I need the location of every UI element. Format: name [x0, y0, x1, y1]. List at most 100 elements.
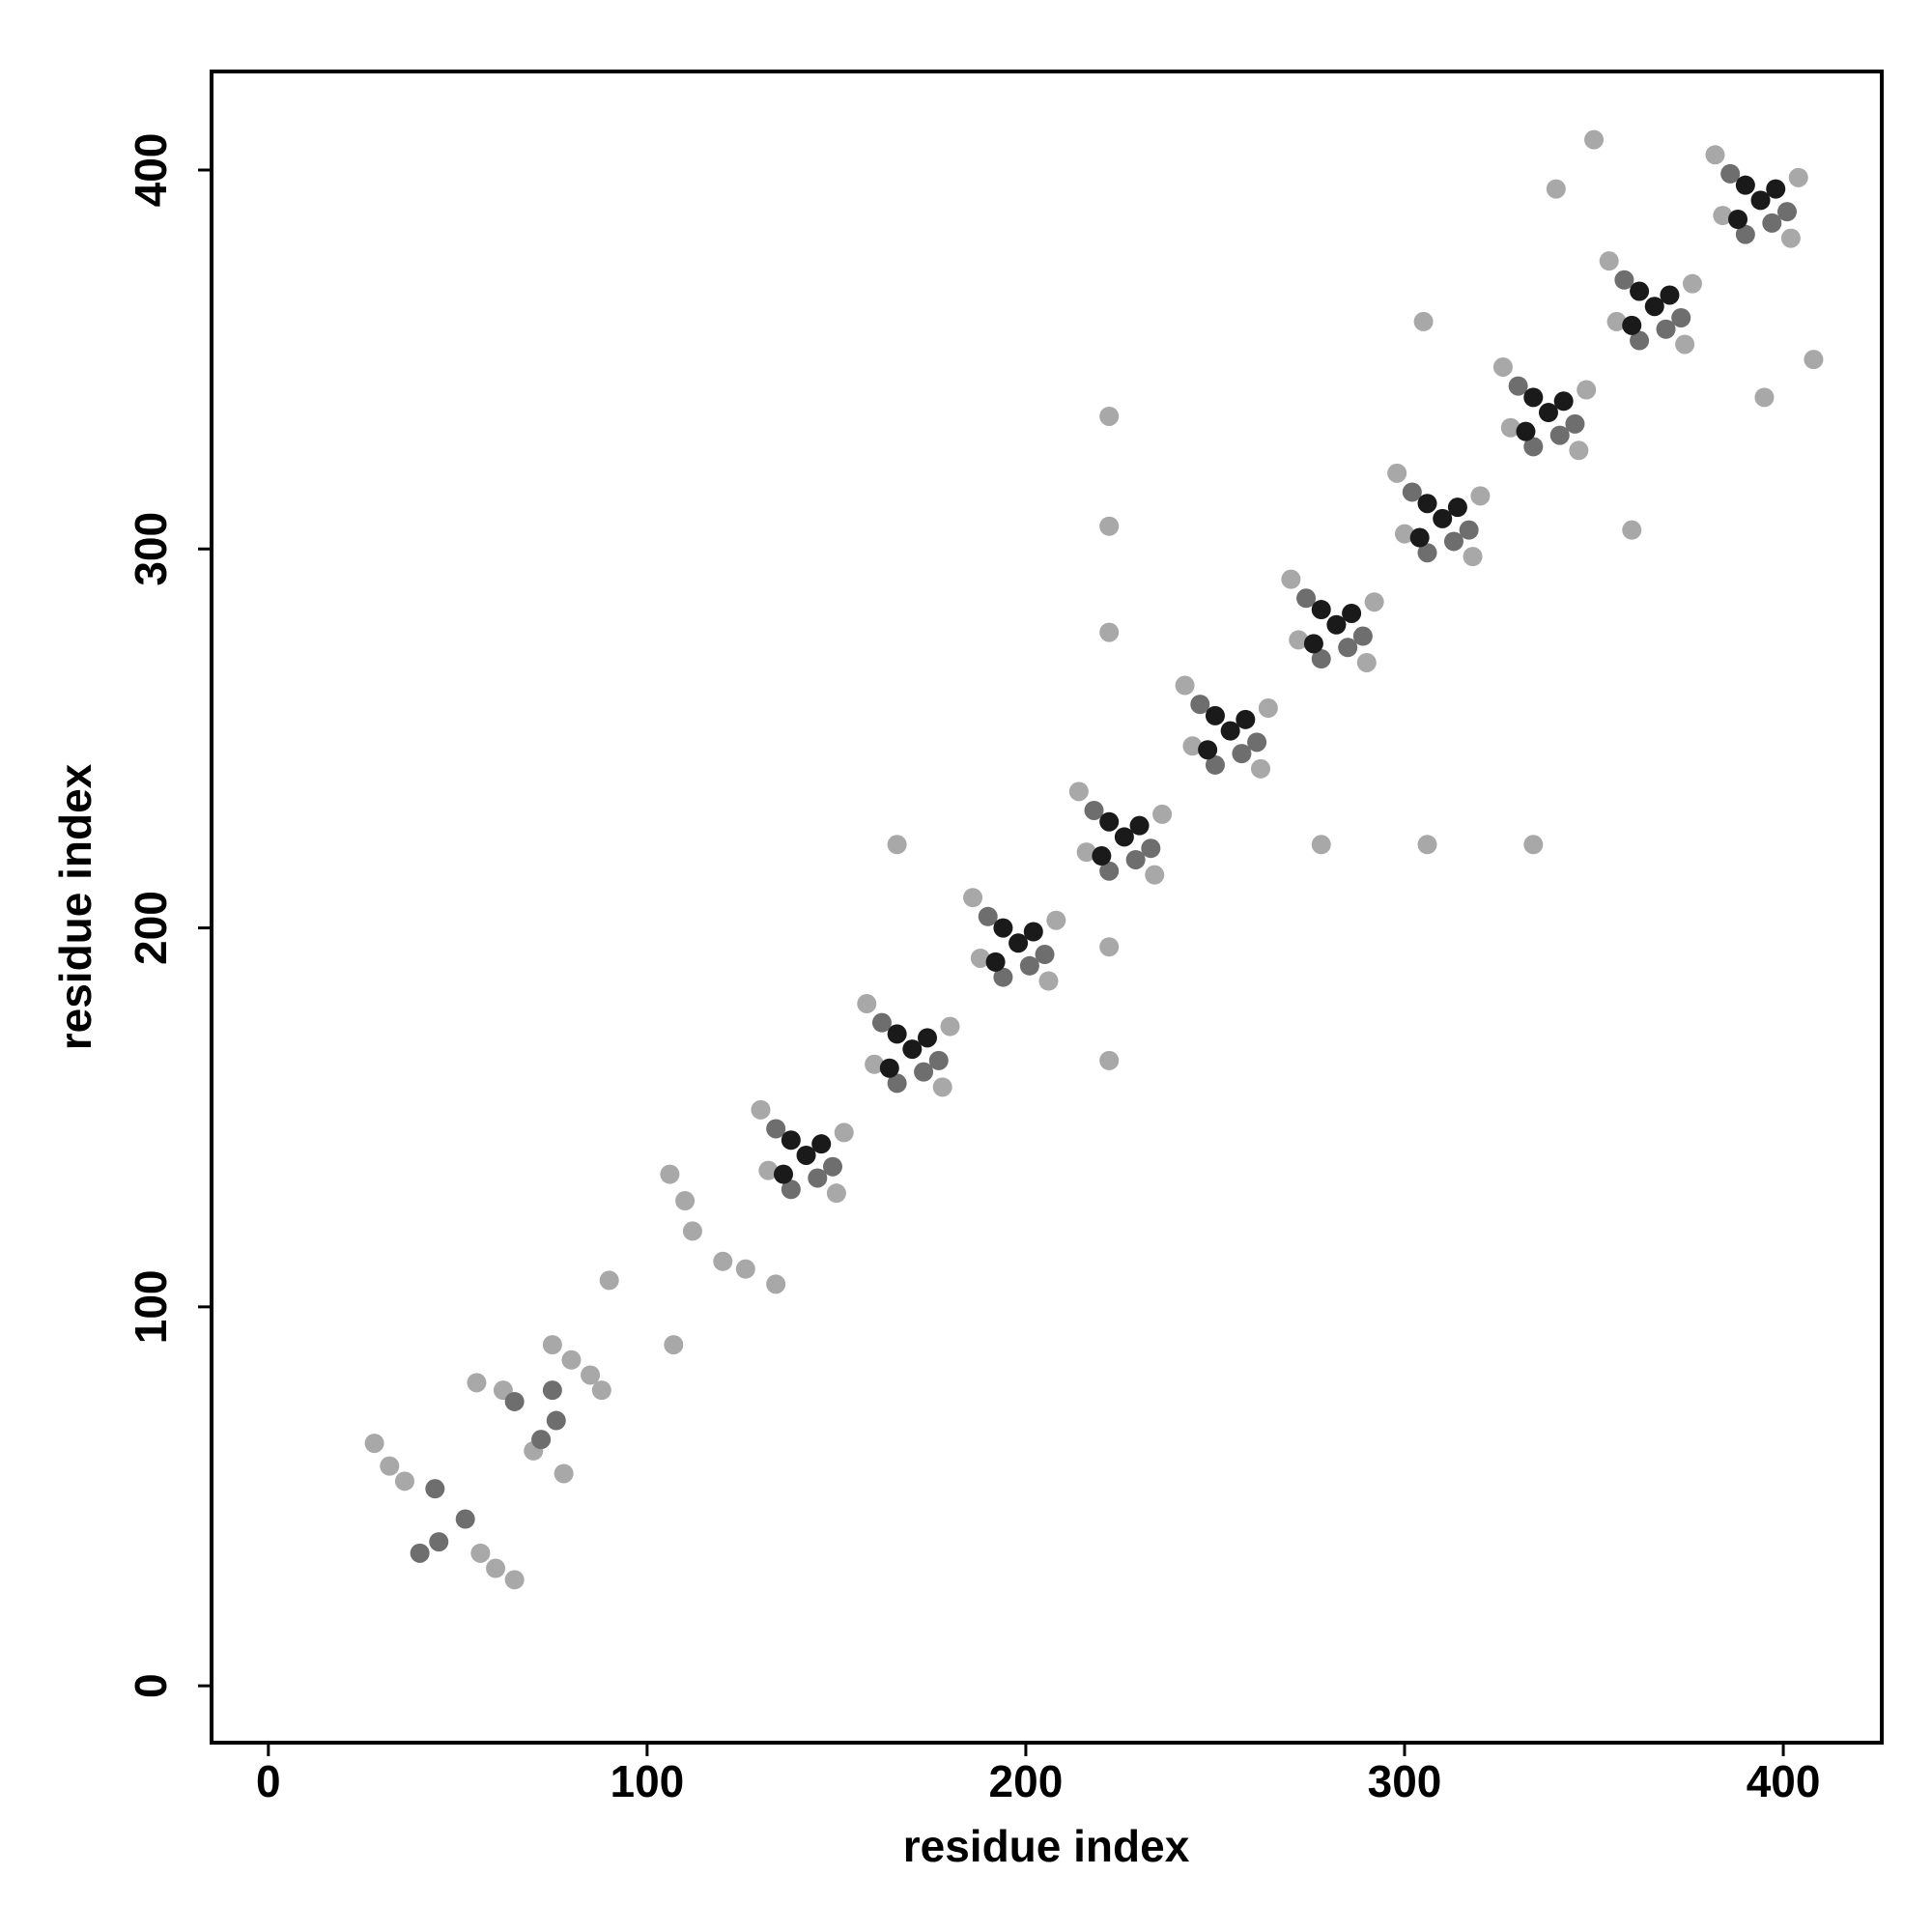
x-tick-label: 400	[1747, 1756, 1821, 1806]
point	[1326, 614, 1347, 635]
point	[993, 967, 1013, 987]
point	[1470, 486, 1491, 506]
point	[504, 1570, 525, 1590]
point	[1508, 376, 1528, 396]
point	[857, 994, 877, 1014]
point	[1152, 804, 1173, 824]
point	[1660, 285, 1680, 305]
point	[811, 1134, 832, 1154]
y-axis-title: residue index	[50, 763, 100, 1050]
point	[410, 1543, 430, 1563]
point	[1433, 508, 1453, 528]
point	[1099, 406, 1120, 426]
point	[1232, 744, 1252, 764]
point	[1492, 356, 1513, 377]
point	[1099, 516, 1120, 536]
point	[1236, 709, 1256, 729]
point	[1145, 865, 1165, 885]
point	[455, 1509, 475, 1529]
point	[1009, 933, 1029, 953]
point	[394, 1471, 414, 1492]
point	[1342, 603, 1362, 623]
point	[542, 1380, 562, 1401]
point	[1289, 630, 1309, 650]
point	[713, 1251, 733, 1271]
point	[1577, 380, 1597, 400]
point	[1417, 835, 1437, 855]
point	[1198, 740, 1218, 760]
y-tick-label: 400	[126, 133, 176, 208]
point	[660, 1164, 680, 1184]
point	[1546, 179, 1566, 199]
point	[1413, 311, 1434, 331]
point	[1402, 482, 1422, 502]
point	[1682, 273, 1702, 294]
point	[1099, 1050, 1120, 1070]
point	[425, 1479, 445, 1499]
point	[834, 1122, 854, 1143]
point	[1417, 494, 1437, 514]
point	[1296, 588, 1317, 609]
point	[1125, 849, 1146, 869]
y-tick-label: 100	[126, 1269, 176, 1344]
point	[822, 1156, 842, 1177]
point	[781, 1130, 801, 1151]
point	[1129, 815, 1150, 836]
point	[1804, 350, 1824, 370]
point	[599, 1270, 619, 1291]
x-tick-label: 200	[989, 1756, 1064, 1806]
point	[781, 1179, 801, 1200]
point	[1735, 224, 1755, 244]
point	[1387, 463, 1407, 483]
plot-frame	[210, 70, 1884, 1745]
point	[1251, 758, 1271, 779]
point	[1776, 202, 1797, 222]
point	[1076, 842, 1096, 863]
point	[1352, 626, 1373, 646]
point	[1220, 721, 1240, 741]
point	[1092, 846, 1112, 867]
point	[531, 1430, 552, 1450]
point	[1038, 971, 1059, 991]
point	[1459, 520, 1479, 540]
point	[1788, 167, 1808, 187]
point	[902, 1039, 923, 1060]
point	[1023, 922, 1043, 942]
point	[1311, 600, 1331, 620]
point	[380, 1456, 400, 1476]
point	[470, 1543, 491, 1563]
point	[879, 1058, 899, 1078]
point	[871, 1012, 892, 1033]
point	[504, 1391, 525, 1411]
point	[1068, 781, 1089, 802]
point	[1141, 838, 1161, 859]
point	[796, 1145, 816, 1165]
x-tick-label: 300	[1368, 1756, 1442, 1806]
point	[1565, 413, 1585, 434]
point	[1780, 228, 1801, 248]
point	[1019, 955, 1039, 976]
point	[1599, 251, 1619, 271]
point	[1395, 524, 1414, 544]
point	[970, 948, 990, 968]
point	[542, 1335, 562, 1355]
point	[1409, 527, 1430, 548]
point	[1675, 334, 1695, 355]
point	[554, 1463, 574, 1484]
point	[486, 1558, 506, 1578]
point	[1630, 281, 1650, 301]
point	[546, 1410, 566, 1431]
point	[1754, 387, 1775, 408]
point	[887, 1024, 907, 1044]
point	[1671, 307, 1691, 327]
point	[675, 1191, 696, 1211]
point	[581, 1365, 601, 1385]
point	[1338, 638, 1358, 658]
x-tick-label: 100	[610, 1756, 684, 1806]
y-tick-label: 200	[126, 891, 176, 965]
point	[1303, 634, 1323, 654]
point	[1538, 403, 1558, 423]
point	[1182, 736, 1203, 756]
point	[1766, 179, 1786, 199]
point	[932, 1077, 952, 1097]
